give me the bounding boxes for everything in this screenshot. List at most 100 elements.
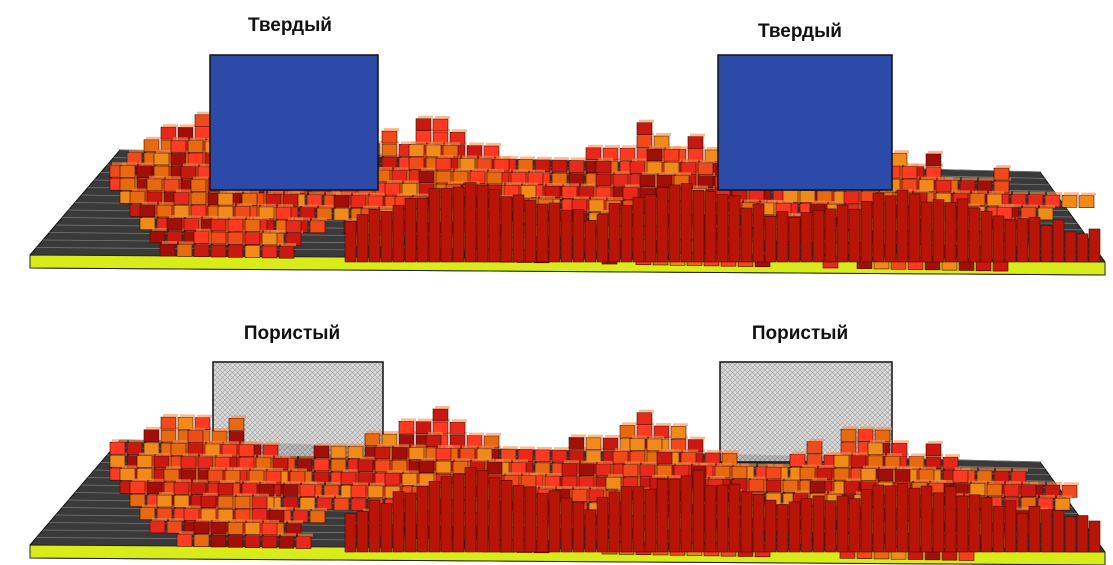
- grain-top: [193, 480, 208, 483]
- front-grain: [537, 493, 548, 552]
- front-grain: [921, 202, 932, 262]
- grain-top: [156, 453, 171, 456]
- grain-top: [139, 163, 154, 166]
- front-grain: [417, 198, 428, 262]
- grain-top: [275, 455, 290, 458]
- grain: [150, 521, 165, 533]
- front-grain: [405, 493, 416, 552]
- grain-top: [370, 193, 385, 196]
- grain-top: [792, 451, 807, 454]
- grain: [844, 191, 859, 203]
- grain-top: [591, 197, 606, 200]
- grain: [994, 168, 1009, 180]
- front-grain: [693, 470, 704, 552]
- grain: [194, 522, 209, 534]
- grain-top: [496, 156, 511, 159]
- grain: [572, 489, 587, 501]
- front-grain: [405, 198, 416, 262]
- front-grain: [633, 487, 644, 552]
- grain-top: [411, 142, 426, 145]
- front-grain: [741, 492, 752, 552]
- front-grain: [441, 188, 452, 262]
- grain-top: [520, 447, 535, 450]
- front-grain: [1077, 234, 1088, 262]
- grain-top: [343, 469, 358, 472]
- grain: [201, 496, 216, 508]
- grain-top: [428, 432, 443, 435]
- grain-top: [132, 189, 147, 192]
- grain: [188, 431, 203, 443]
- front-grain: [657, 187, 668, 262]
- grain-top: [196, 229, 211, 232]
- front-grain: [345, 221, 356, 262]
- barrier: [210, 55, 378, 190]
- grain: [279, 536, 294, 548]
- grain-top: [156, 150, 171, 153]
- grain: [569, 160, 584, 172]
- grain-top: [472, 169, 487, 172]
- grain-top: [452, 419, 467, 422]
- front-grain: [669, 185, 680, 262]
- grain-top: [268, 468, 283, 471]
- front-grain: [393, 492, 404, 552]
- grain: [211, 535, 226, 547]
- grain-top: [904, 163, 919, 166]
- grain-top: [173, 440, 188, 443]
- grain-top: [632, 159, 647, 162]
- grain-top: [333, 443, 348, 446]
- grain: [174, 482, 189, 494]
- grain-top: [778, 200, 793, 203]
- front-grain: [585, 510, 596, 552]
- grain: [211, 245, 226, 257]
- front-grain: [501, 480, 512, 552]
- front-grain: [1053, 220, 1064, 262]
- grain-top: [166, 176, 181, 179]
- grain-top: [615, 171, 630, 174]
- grain-top: [486, 143, 501, 146]
- grain-top: [142, 202, 157, 205]
- front-grain: [369, 500, 380, 552]
- grain-top: [264, 520, 279, 523]
- front-grain: [945, 486, 956, 552]
- grain-top: [819, 465, 834, 468]
- grain-top: [999, 204, 1014, 207]
- grain: [419, 461, 434, 473]
- grain: [596, 174, 611, 186]
- front-grain: [381, 503, 392, 552]
- front-grain: [1005, 220, 1016, 262]
- grain-top: [744, 200, 759, 203]
- grain-top: [928, 151, 943, 154]
- grain-top: [1064, 482, 1079, 485]
- grain-top: [1057, 495, 1072, 498]
- grain-top: [452, 129, 467, 132]
- grain: [1004, 484, 1019, 496]
- grain-top: [285, 191, 300, 194]
- front-grain: [513, 195, 524, 262]
- grain: [623, 464, 638, 476]
- grain: [161, 417, 176, 429]
- grain-top: [659, 172, 674, 175]
- grain-top: [513, 169, 528, 172]
- grain: [375, 447, 390, 459]
- front-grain: [1005, 501, 1016, 552]
- grain-top: [169, 215, 184, 218]
- front-grain: [765, 216, 776, 262]
- grain-top: [571, 157, 586, 160]
- grain-top: [829, 201, 844, 204]
- grain-top: [159, 492, 174, 495]
- grain-top: [336, 495, 351, 498]
- front-grain: [837, 496, 848, 552]
- front-grain: [993, 216, 1004, 262]
- front-grain: [933, 200, 944, 262]
- grain-top: [122, 465, 137, 468]
- grain: [228, 232, 243, 244]
- grain: [1062, 195, 1077, 207]
- grain: [926, 154, 941, 166]
- grain: [409, 145, 424, 157]
- grain-top: [186, 216, 201, 219]
- grain: [252, 497, 267, 509]
- grain-top: [921, 467, 936, 470]
- grain: [569, 437, 584, 449]
- grain-top: [142, 505, 157, 508]
- grain: [310, 221, 325, 233]
